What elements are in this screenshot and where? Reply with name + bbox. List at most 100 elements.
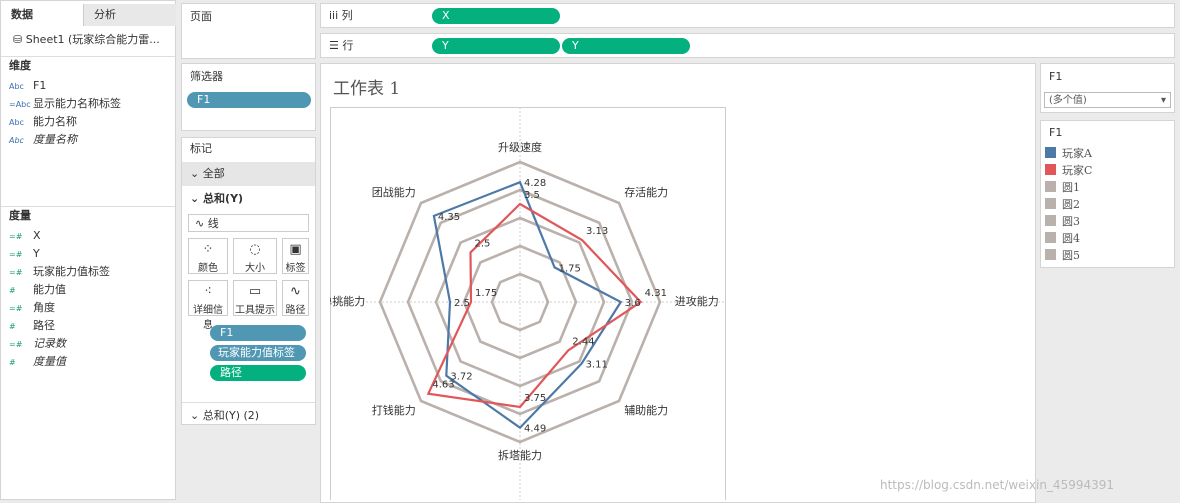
field[interactable]: =# Y	[9, 245, 40, 263]
legend-swatch	[1045, 232, 1056, 243]
marks-all[interactable]: ⌄ 全部	[182, 162, 315, 186]
button-icon: ▣	[289, 242, 302, 257]
legend-item[interactable]: 圆2	[1045, 196, 1080, 214]
axis-label: 拆塔能力	[498, 448, 542, 462]
legend-item[interactable]: 玩家A	[1045, 145, 1092, 163]
section-title: 度量	[9, 209, 31, 222]
card-title: 页面	[190, 10, 212, 23]
axis-label: 单挑能力	[330, 294, 365, 308]
field[interactable]: =# X	[9, 227, 41, 245]
field-icon: =#	[9, 304, 23, 313]
field-icon: Abc	[9, 82, 24, 91]
mark-pill[interactable]: F1	[210, 325, 306, 341]
filter-dropdown[interactable]: (多个值) ▾	[1044, 92, 1171, 108]
card-title: F1	[1049, 70, 1063, 83]
field[interactable]: Abc 度量名称	[9, 131, 77, 149]
tab[interactable]: 数据	[1, 4, 93, 26]
data-label: 3.11	[586, 360, 608, 371]
button-icon: ◌	[249, 242, 261, 257]
field[interactable]: =# 记录数	[9, 335, 66, 353]
data-label: 4.49	[524, 424, 546, 435]
field[interactable]: # 度量值	[9, 353, 66, 371]
shelf-pill[interactable]: Y	[562, 38, 690, 54]
arrow: ▾	[1160, 95, 1166, 106]
data-label: 2.44	[572, 336, 594, 347]
series-line	[426, 202, 643, 409]
series-line	[462, 244, 578, 360]
field[interactable]: # 能力值	[9, 281, 66, 299]
data-label: 3.75	[524, 393, 546, 404]
field[interactable]: =# 玩家能力值标签	[9, 263, 110, 281]
mark-button[interactable]: 标签 ▣	[282, 238, 309, 274]
legend-swatch	[1045, 249, 1056, 260]
legend-label: 圆3	[1062, 215, 1080, 228]
marks-sum-y2[interactable]: ⌄ 总和(Y) (2)	[182, 402, 315, 427]
shelf-label: ☰ 行	[329, 39, 354, 52]
data-label: 4.35	[438, 212, 460, 223]
label: 总和(Y)	[203, 192, 244, 205]
data-label: 3.6	[625, 298, 641, 309]
field-name: 度量名称	[33, 133, 77, 146]
legend-item[interactable]: 玩家C	[1045, 162, 1092, 180]
filter-card: F1 (多个值) ▾	[1040, 63, 1175, 113]
shelf-pill[interactable]: Y	[432, 38, 560, 54]
mark-button[interactable]: 大小 ◌	[233, 238, 277, 274]
field-icon: #	[9, 286, 16, 295]
data-label: 2.5	[475, 239, 491, 250]
legend-swatch	[1045, 164, 1056, 175]
marks-sum-y[interactable]: ⌄ 总和(Y)	[190, 192, 244, 205]
data-label: 1.75	[475, 288, 497, 299]
legend-item[interactable]: 圆4	[1045, 230, 1080, 248]
legend-item[interactable]: 圆5	[1045, 247, 1080, 265]
axis-label: 进攻能力	[675, 294, 719, 308]
legend-swatch	[1045, 198, 1056, 209]
label: 总和(Y) (2)	[202, 409, 260, 422]
label: 列	[341, 9, 353, 22]
field[interactable]: Abc F1	[9, 77, 46, 95]
shelf-pill[interactable]: X	[432, 8, 560, 24]
legend-label: 圆5	[1062, 249, 1080, 262]
legend-item[interactable]: 圆3	[1045, 213, 1080, 231]
axis-label: 升级速度	[498, 140, 542, 154]
data-label: 1.75	[559, 263, 581, 274]
mark-type-dropdown[interactable]: ∿ 线	[188, 214, 309, 232]
mark-button[interactable]: 详细信息 ⁖	[188, 280, 228, 331]
field[interactable]: Abc 能力名称	[9, 113, 77, 131]
field-name: X	[33, 229, 41, 242]
field-icon: =#	[9, 340, 23, 349]
card-title: 标记	[190, 142, 212, 155]
field-icon: =#	[9, 232, 23, 241]
legend-swatch	[1045, 181, 1056, 192]
mark-button[interactable]: 路径 ∿	[282, 280, 309, 316]
mark-button[interactable]: 颜色 ⁘	[188, 238, 228, 274]
legend-item[interactable]: 圆1	[1045, 179, 1080, 197]
field-icon: Abc	[9, 118, 24, 127]
mark-pill[interactable]: 路径	[210, 365, 306, 381]
card-title: F1	[1049, 126, 1063, 139]
mark-button[interactable]: 工具提示 ▭	[233, 280, 277, 316]
tab[interactable]: 分析	[83, 4, 176, 26]
field[interactable]: # 路径	[9, 317, 55, 335]
field-icon: =#	[9, 250, 23, 259]
value: (多个值)	[1049, 95, 1087, 106]
field-icon: #	[9, 358, 16, 367]
field[interactable]: =# 角度	[9, 299, 55, 317]
field-name: 角度	[33, 301, 55, 314]
data-label: 2.5	[454, 298, 470, 309]
field[interactable]: =Abc 显示能力名称标签	[9, 95, 121, 113]
data-label: 4.28	[524, 178, 546, 189]
button-icon: ⁘	[202, 242, 214, 257]
field-name: 记录数	[33, 337, 66, 350]
legend-label: 圆4	[1062, 232, 1080, 245]
label: 线	[207, 217, 219, 230]
filter-pill[interactable]: F1	[187, 92, 311, 108]
series-line	[432, 180, 623, 430]
legend-label: 玩家C	[1062, 164, 1093, 177]
label: 行	[342, 39, 354, 52]
mark-pill[interactable]: 玩家能力值标签	[210, 345, 306, 361]
filters-card: 筛选器 F1	[181, 63, 316, 131]
divider	[1, 56, 175, 57]
data-source[interactable]: ⛁ Sheet1 (玩家综合能力雷...	[13, 33, 160, 46]
button-icon: ⁖	[204, 284, 212, 299]
